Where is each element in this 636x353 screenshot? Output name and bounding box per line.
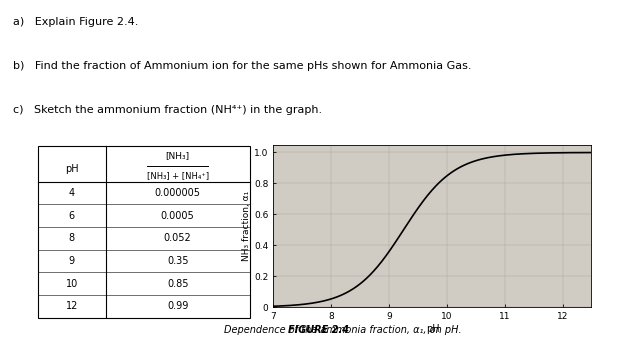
Text: 0.35: 0.35 [167, 256, 188, 266]
Text: 4: 4 [69, 188, 75, 198]
Text: 0.0005: 0.0005 [161, 211, 195, 221]
Y-axis label: NH₃ fraction, α₁: NH₃ fraction, α₁ [242, 191, 251, 261]
Text: 0.000005: 0.000005 [155, 188, 201, 198]
Text: a)   Explain Figure 2.4.: a) Explain Figure 2.4. [13, 17, 138, 27]
Text: FIGURE 2.4: FIGURE 2.4 [287, 325, 349, 335]
Text: 8: 8 [69, 233, 75, 244]
Text: 10: 10 [66, 279, 78, 289]
Text: 0.99: 0.99 [167, 301, 188, 311]
Text: 12: 12 [66, 301, 78, 311]
Text: b)   Find the fraction of Ammonium ion for the same pHs shown for Ammonia Gas.: b) Find the fraction of Ammonium ion for… [13, 61, 471, 71]
Text: 0.85: 0.85 [167, 279, 188, 289]
Text: c)   Sketch the ammonium fraction (NH⁴⁺) in the graph.: c) Sketch the ammonium fraction (NH⁴⁺) i… [13, 106, 322, 115]
Text: 9: 9 [69, 256, 75, 266]
Text: 6: 6 [69, 211, 75, 221]
X-axis label: pH: pH [425, 324, 439, 334]
Text: Dependence of the ammonia fraction, α₁, on pH.: Dependence of the ammonia fraction, α₁, … [174, 325, 462, 335]
Text: [NH₃] + [NH₄⁺]: [NH₃] + [NH₄⁺] [147, 171, 209, 180]
Text: pH: pH [65, 164, 79, 174]
Text: [NH₃]: [NH₃] [165, 151, 190, 160]
Text: 0.052: 0.052 [164, 233, 191, 244]
